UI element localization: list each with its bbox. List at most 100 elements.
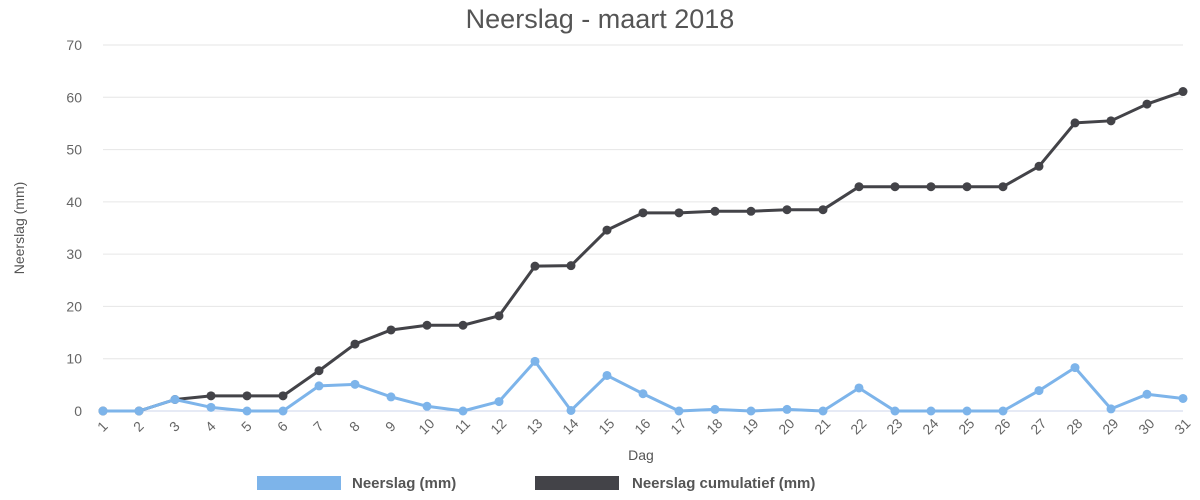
data-point[interactable]: [1142, 99, 1152, 109]
data-point[interactable]: [386, 325, 396, 335]
x-tick-label: 27: [1027, 415, 1049, 437]
data-point[interactable]: [494, 311, 504, 321]
data-point[interactable]: [566, 261, 576, 271]
data-point[interactable]: [530, 356, 540, 366]
data-point[interactable]: [962, 182, 972, 192]
data-point[interactable]: [998, 406, 1008, 416]
data-point[interactable]: [458, 406, 468, 416]
data-point[interactable]: [278, 406, 288, 416]
y-tick-label: 30: [66, 246, 82, 262]
x-tick-label: 11: [451, 415, 473, 437]
data-point[interactable]: [854, 182, 864, 192]
series-line: [101, 90, 1185, 413]
data-point[interactable]: [278, 391, 288, 401]
data-point[interactable]: [1070, 118, 1080, 128]
data-point[interactable]: [1034, 386, 1044, 396]
x-tick-label: 22: [847, 415, 869, 437]
legend-swatch: [257, 476, 341, 490]
data-point[interactable]: [998, 182, 1008, 192]
data-point[interactable]: [1106, 404, 1116, 414]
x-tick-label: 30: [1135, 415, 1157, 437]
data-point[interactable]: [134, 406, 144, 416]
data-point[interactable]: [314, 381, 324, 391]
data-point[interactable]: [746, 406, 756, 416]
y-tick-label: 10: [66, 351, 82, 367]
data-point[interactable]: [350, 379, 360, 389]
series-layer: [98, 87, 1188, 416]
data-point[interactable]: [530, 261, 540, 271]
data-point[interactable]: [638, 208, 648, 218]
y-tick-label: 40: [66, 194, 82, 210]
data-point[interactable]: [350, 339, 360, 349]
data-point[interactable]: [242, 406, 252, 416]
legend-item[interactable]: Neerslag cumulatief (mm): [535, 475, 815, 492]
data-point[interactable]: [926, 406, 936, 416]
x-tick-label: 19: [739, 415, 761, 437]
data-point[interactable]: [782, 205, 792, 215]
data-point[interactable]: [638, 389, 648, 399]
legend: Neerslag (mm) Neerslag cumulatief (mm): [257, 475, 815, 492]
data-point[interactable]: [674, 406, 684, 416]
x-tick-label: 20: [775, 415, 797, 437]
x-tick-label: 16: [631, 415, 653, 437]
x-tick-label: 9: [382, 418, 399, 435]
data-point[interactable]: [566, 405, 576, 415]
data-point[interactable]: [746, 206, 756, 216]
data-point[interactable]: [890, 182, 900, 192]
x-tick-label: 4: [202, 418, 219, 435]
x-tick-label: 25: [955, 415, 977, 437]
x-tick-label: 17: [667, 415, 689, 437]
data-point[interactable]: [962, 406, 972, 416]
y-tick-label: 20: [66, 298, 82, 314]
x-tick-label: 26: [991, 415, 1013, 437]
data-point[interactable]: [1142, 389, 1152, 399]
data-point[interactable]: [98, 406, 108, 416]
y-axis: 0 10 20 30 40 50 60 70: [66, 37, 82, 419]
x-tick-label: 21: [811, 415, 833, 437]
data-point[interactable]: [818, 205, 828, 215]
data-point[interactable]: [170, 394, 180, 404]
x-tick-label: 6: [274, 418, 291, 435]
legend-swatch: [535, 476, 619, 490]
data-point[interactable]: [602, 370, 612, 380]
data-point[interactable]: [314, 366, 324, 376]
data-point[interactable]: [494, 397, 504, 407]
data-point[interactable]: [1178, 87, 1188, 97]
data-point[interactable]: [206, 391, 216, 401]
series-line: [101, 359, 1185, 413]
x-axis-title: Dag: [628, 447, 654, 463]
data-point[interactable]: [818, 406, 828, 416]
data-point[interactable]: [710, 206, 720, 216]
y-axis-title: Neerslag (mm): [11, 182, 27, 275]
data-point[interactable]: [1106, 116, 1116, 126]
x-tick-label: 1: [94, 418, 111, 435]
y-tick-label: 50: [66, 142, 82, 158]
x-tick-label: 2: [130, 418, 147, 435]
data-point[interactable]: [782, 404, 792, 414]
data-point[interactable]: [458, 320, 468, 330]
grid-lines: [103, 44, 1183, 412]
data-point[interactable]: [602, 225, 612, 235]
data-point[interactable]: [206, 402, 216, 412]
legend-item[interactable]: Neerslag (mm): [257, 475, 456, 492]
data-point[interactable]: [242, 391, 252, 401]
x-tick-label: 23: [883, 415, 905, 437]
legend-label: Neerslag (mm): [352, 475, 456, 492]
data-point[interactable]: [890, 406, 900, 416]
data-point[interactable]: [854, 383, 864, 393]
data-point[interactable]: [710, 404, 720, 414]
data-point[interactable]: [422, 401, 432, 411]
data-point[interactable]: [674, 208, 684, 218]
data-point[interactable]: [1070, 363, 1080, 373]
x-tick-label: 12: [487, 415, 509, 437]
data-point[interactable]: [1178, 393, 1188, 403]
data-point[interactable]: [926, 182, 936, 192]
x-tick-label: 15: [595, 415, 617, 437]
x-tick-label: 7: [310, 418, 327, 435]
data-point[interactable]: [422, 320, 432, 330]
data-point[interactable]: [1034, 161, 1044, 171]
y-tick-label: 70: [66, 37, 82, 53]
data-point[interactable]: [386, 392, 396, 402]
series-neerslag: [98, 356, 1188, 416]
